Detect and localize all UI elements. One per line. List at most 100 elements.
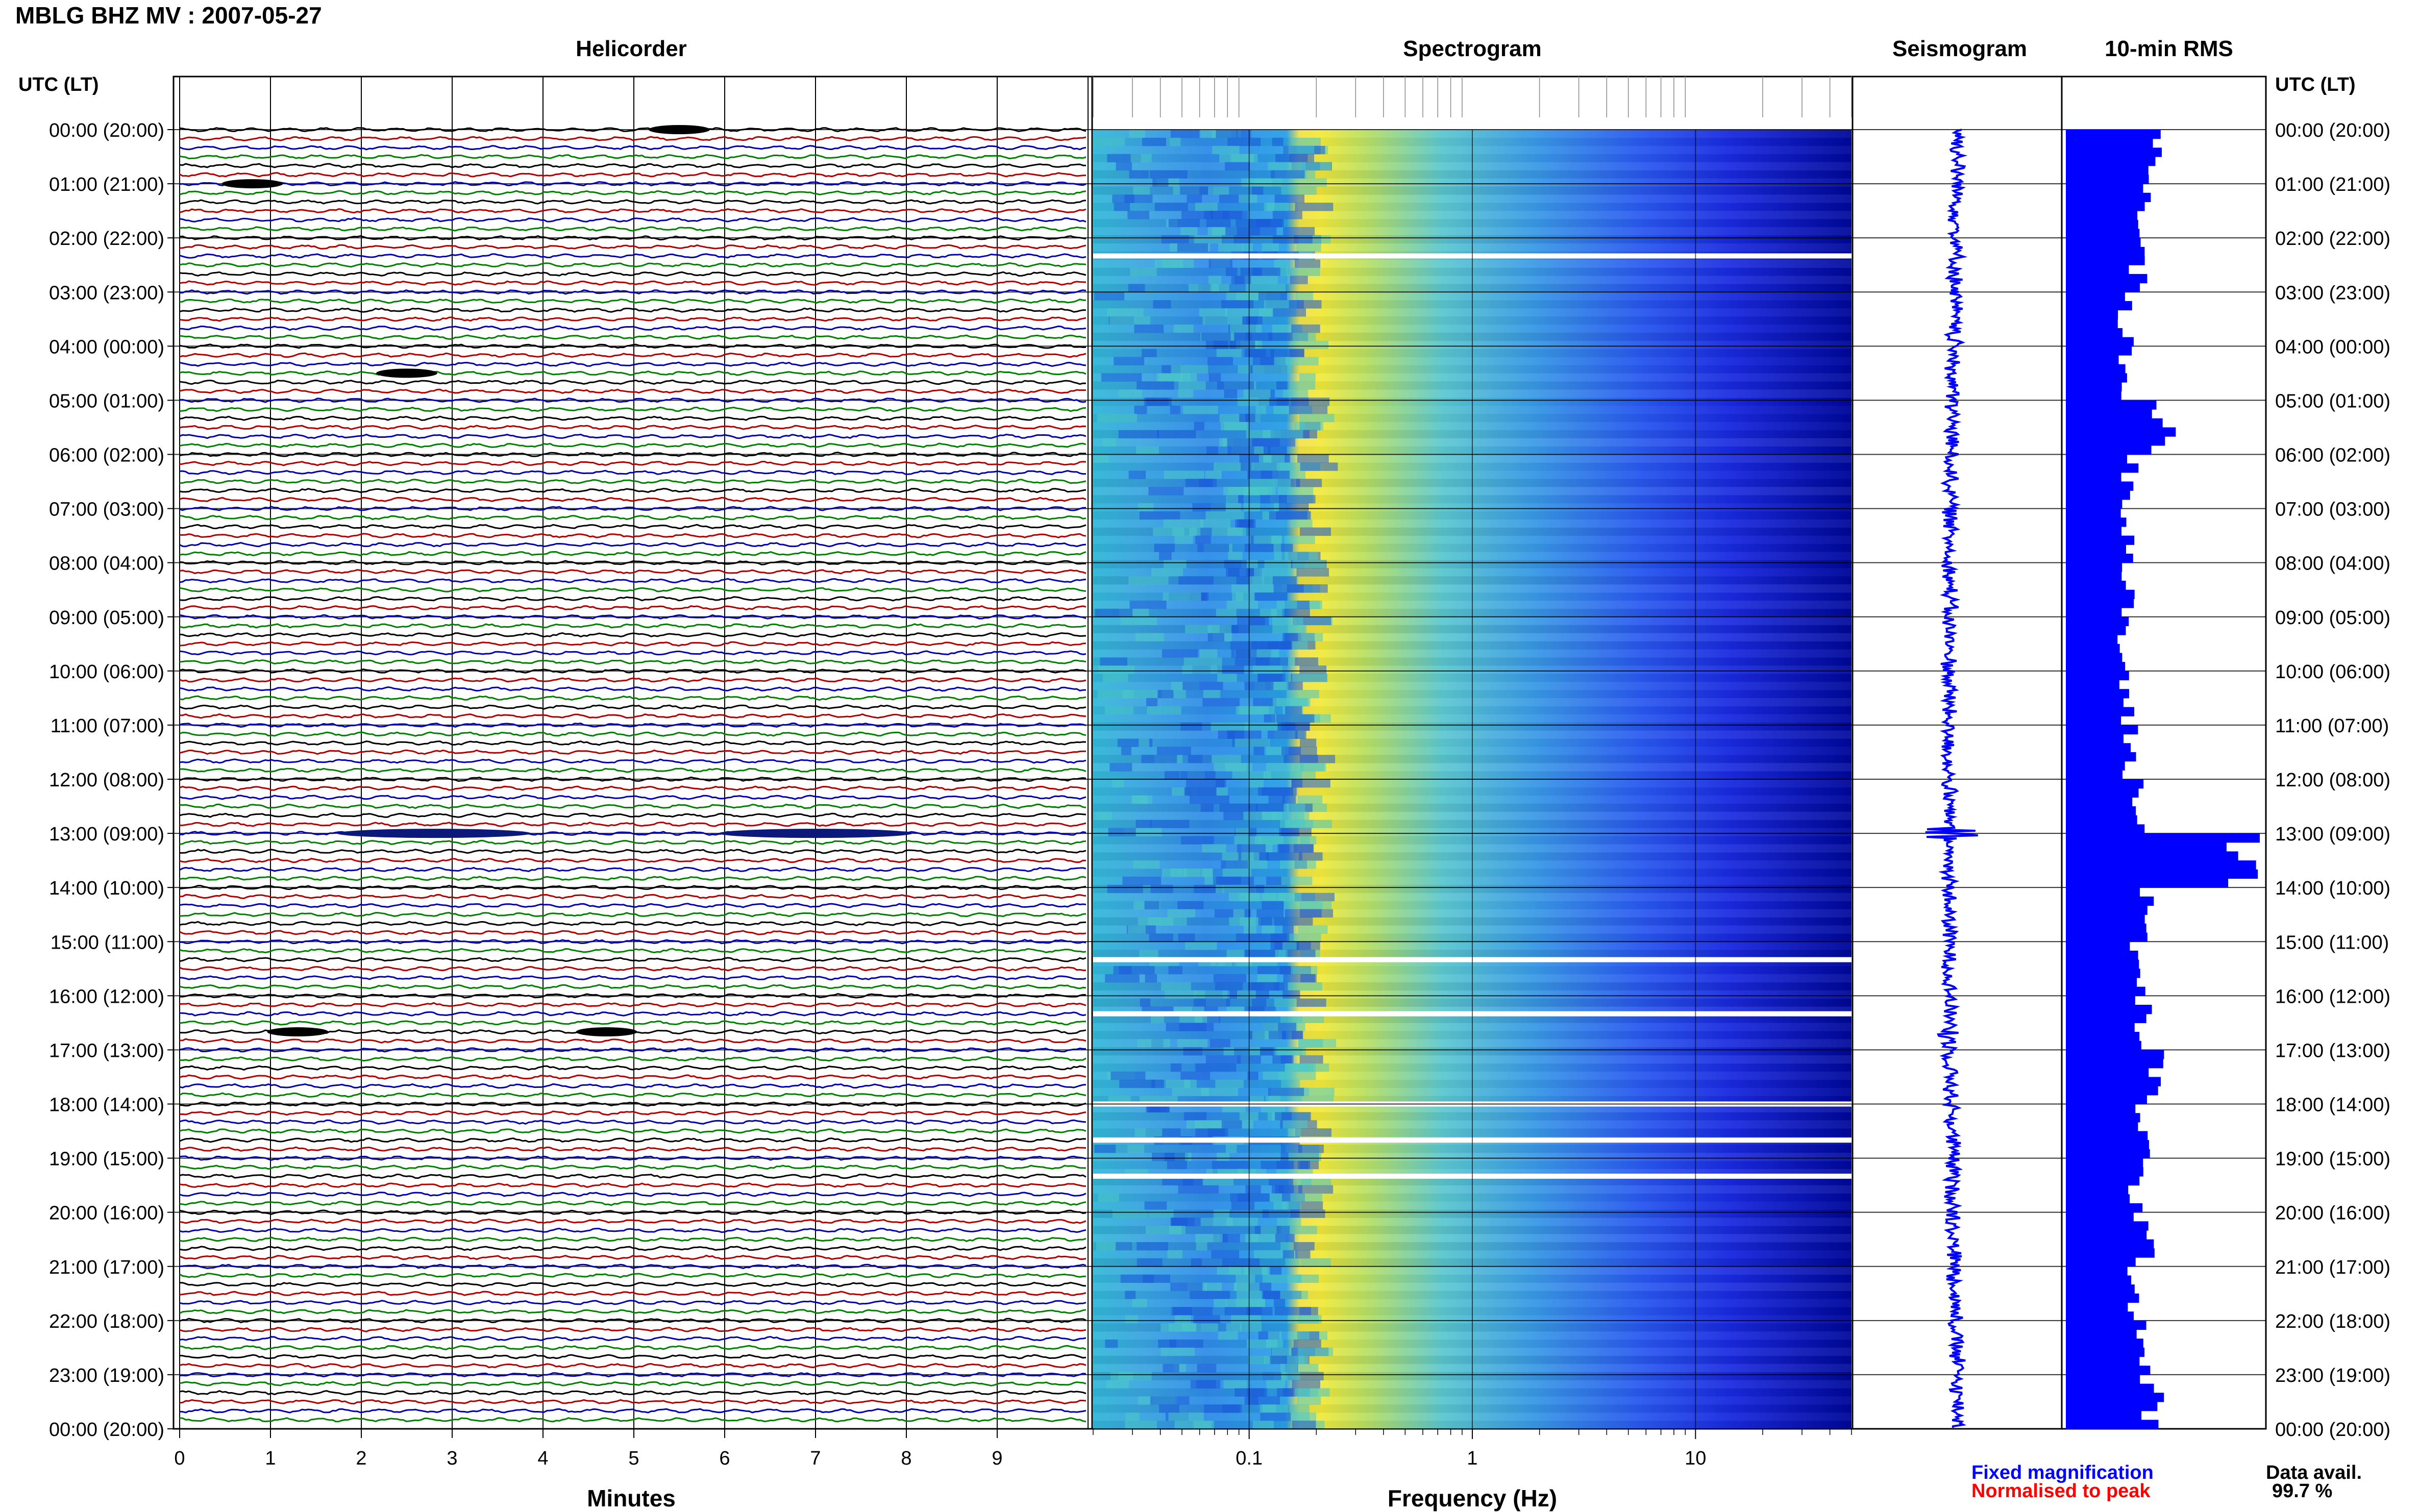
spectrogram-cell <box>1239 706 1269 715</box>
helicorder-trace <box>180 1047 1086 1053</box>
rms-bar <box>2066 878 2229 888</box>
time-labels-left: 00:00 (20:00) 01:00 (21:00) 02:00 (22:00) 0… <box>49 120 174 1441</box>
spectrogram-cell <box>1095 608 1133 617</box>
spectrogram-cell <box>1108 828 1136 836</box>
spectrogram-cell <box>1212 145 1240 155</box>
spectrogram-cell <box>1199 308 1227 317</box>
time-label-right: 15:00 (11:00) <box>2275 932 2389 953</box>
spectrogram-cell <box>1276 698 1311 707</box>
spectrogram-cell <box>1295 1250 1311 1259</box>
spectrogram-cell <box>1237 227 1277 236</box>
spectrogram-cell <box>1122 689 1158 699</box>
spectrogram-cell <box>1119 1079 1155 1088</box>
spectrogram-cell <box>1169 1226 1186 1234</box>
time-label-left: 00:00 (20:00) <box>49 1419 164 1441</box>
spectrogram-cell <box>1120 616 1157 626</box>
rms-bar <box>2066 1248 2155 1258</box>
rms-bar <box>2066 283 2140 292</box>
spectrogram-cell <box>1292 1421 1316 1429</box>
rms-bar <box>2066 1013 2146 1023</box>
spectrogram-cell <box>1240 917 1261 926</box>
rms-bar <box>2066 941 2130 951</box>
spectrogram-cell <box>1244 682 1274 690</box>
spectrogram-cell <box>1268 162 1306 171</box>
spectrogram-cell <box>1272 576 1297 585</box>
helicorder-trace <box>180 127 1087 133</box>
helicorder-trace <box>180 514 1087 520</box>
helicorder-tick-label: 8 <box>901 1448 911 1469</box>
spectrogram-cell <box>1225 308 1262 317</box>
spectrogram-cell <box>1203 689 1221 699</box>
time-label-left: 22:00 (18:00) <box>49 1311 164 1332</box>
spectrogram-cell <box>1226 495 1239 504</box>
spectrogram-cell <box>1212 1160 1249 1170</box>
helicorder-trace <box>180 217 1087 222</box>
spectrogram-cell <box>1291 779 1330 788</box>
helicorder-trace <box>180 659 1087 665</box>
spectrogram-cell <box>1205 1055 1241 1064</box>
helicorder-trace <box>180 677 1087 683</box>
data-availability-label: Data avail. <box>2266 1462 2362 1483</box>
helicorder-trace <box>180 1173 1087 1179</box>
spectrogram-cell <box>1217 665 1244 674</box>
spectrogram-cell <box>1252 665 1282 674</box>
spectrogram-cell <box>1258 454 1285 463</box>
time-label-right: 09:00 (05:00) <box>2275 607 2390 629</box>
spectrogram-cell <box>1239 194 1257 203</box>
helicorder-trace <box>180 1119 1087 1125</box>
spectrogram-cell <box>1280 1291 1308 1299</box>
spectrogram-cell <box>1116 1242 1132 1251</box>
rms-bar <box>2066 211 2138 220</box>
spectrogram-cell <box>1246 276 1278 284</box>
spectrogram-cell <box>1119 965 1155 975</box>
helicorder-trace <box>180 1335 1087 1342</box>
helicorder-trace <box>180 163 1087 168</box>
spectrogram-cell <box>1256 803 1291 812</box>
spectrogram-cell <box>1260 608 1277 617</box>
helicorder-trace <box>180 704 1087 710</box>
spectrogram-cell <box>1145 974 1157 983</box>
helicorder-trace <box>180 722 1087 728</box>
spectrogram-cell <box>1169 1323 1196 1332</box>
spectrogram-cell <box>1274 552 1289 560</box>
helicorder-trace <box>180 587 1087 592</box>
spectrogram-cell <box>1182 682 1223 690</box>
rms-bar <box>2066 175 2149 184</box>
figure-title: MBLG BHZ MV : 2007-05-27 <box>15 2 322 29</box>
spectrogram-cell <box>1208 259 1232 268</box>
rms-bar <box>2066 246 2145 257</box>
spectrogram-cell <box>1179 1023 1214 1031</box>
spectrogram-cell <box>1281 1112 1311 1121</box>
helicorder-trace <box>180 1362 1087 1369</box>
rms-bar <box>2066 653 2122 662</box>
spectrogram-cell <box>1129 600 1167 609</box>
rms-bar <box>2066 165 2149 176</box>
spectrogram-cell <box>1282 990 1300 999</box>
spectrogram-cell <box>1226 950 1245 958</box>
spectrogram-cell <box>1181 836 1214 845</box>
rms-bar <box>2066 1176 2140 1186</box>
spectrogram-cell <box>1135 633 1164 641</box>
rms-bar <box>2066 1410 2142 1420</box>
time-labels-right: 00:00 (20:00) 01:00 (21:00) 02:00 (22:00) 0… <box>2275 120 2390 1441</box>
time-label-left: 13:00 (09:00) <box>49 824 164 845</box>
spectrogram-cell <box>1112 194 1134 203</box>
rms-bar <box>2066 499 2122 509</box>
spectrogram-cell <box>1298 1145 1324 1153</box>
helicorder-trace <box>180 1246 1087 1251</box>
rms-bar <box>2066 1095 2147 1105</box>
spectrogram-cell <box>1178 933 1195 942</box>
helicorder-tick-label: 9 <box>992 1448 1002 1469</box>
spectrogram-cell <box>1223 1380 1247 1389</box>
spectrogram-cell <box>1294 811 1310 821</box>
spectrogram-cell <box>1298 925 1328 934</box>
spectrogram-cell <box>1167 1250 1183 1259</box>
rms-bar <box>2066 310 2118 319</box>
spectrogram-cell <box>1268 446 1287 455</box>
rms-bar <box>2066 138 2153 148</box>
spectrogram-cell <box>1132 1299 1147 1307</box>
spectrogram-cell <box>1211 722 1248 731</box>
spectrogram-cell <box>1298 852 1323 861</box>
spectrogram-cell <box>1272 211 1302 219</box>
spectrogram-cell <box>1298 1185 1334 1194</box>
